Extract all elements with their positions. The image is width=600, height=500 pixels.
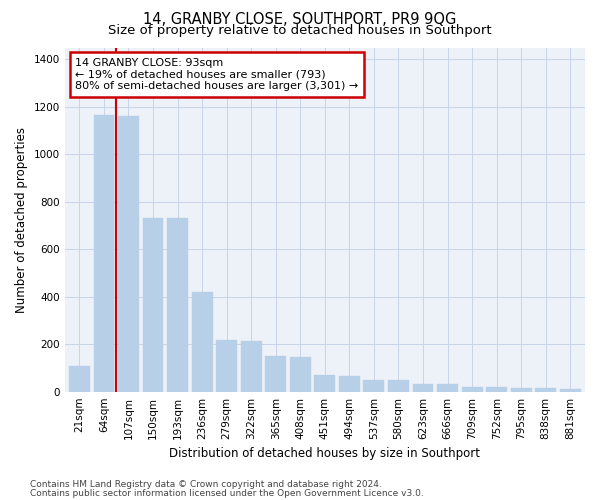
- Bar: [413, 384, 433, 392]
- Bar: [216, 340, 237, 392]
- Bar: [290, 356, 311, 392]
- Bar: [388, 380, 409, 392]
- Text: Contains HM Land Registry data © Crown copyright and database right 2024.: Contains HM Land Registry data © Crown c…: [30, 480, 382, 489]
- Bar: [560, 389, 581, 392]
- Bar: [314, 375, 335, 392]
- Bar: [94, 115, 115, 392]
- Text: 14 GRANBY CLOSE: 93sqm
← 19% of detached houses are smaller (793)
80% of semi-de: 14 GRANBY CLOSE: 93sqm ← 19% of detached…: [75, 58, 358, 91]
- Bar: [241, 340, 262, 392]
- Bar: [191, 292, 212, 392]
- Bar: [511, 388, 532, 392]
- Bar: [364, 380, 385, 392]
- Text: 14, GRANBY CLOSE, SOUTHPORT, PR9 9QG: 14, GRANBY CLOSE, SOUTHPORT, PR9 9QG: [143, 12, 457, 28]
- Bar: [461, 387, 482, 392]
- Bar: [69, 366, 90, 392]
- X-axis label: Distribution of detached houses by size in Southport: Distribution of detached houses by size …: [169, 447, 481, 460]
- Y-axis label: Number of detached properties: Number of detached properties: [15, 126, 28, 312]
- Bar: [486, 387, 507, 392]
- Bar: [535, 388, 556, 392]
- Bar: [167, 218, 188, 392]
- Bar: [437, 384, 458, 392]
- Bar: [339, 376, 360, 392]
- Bar: [118, 116, 139, 392]
- Text: Size of property relative to detached houses in Southport: Size of property relative to detached ho…: [108, 24, 492, 37]
- Bar: [265, 356, 286, 392]
- Text: Contains public sector information licensed under the Open Government Licence v3: Contains public sector information licen…: [30, 488, 424, 498]
- Bar: [143, 218, 163, 392]
